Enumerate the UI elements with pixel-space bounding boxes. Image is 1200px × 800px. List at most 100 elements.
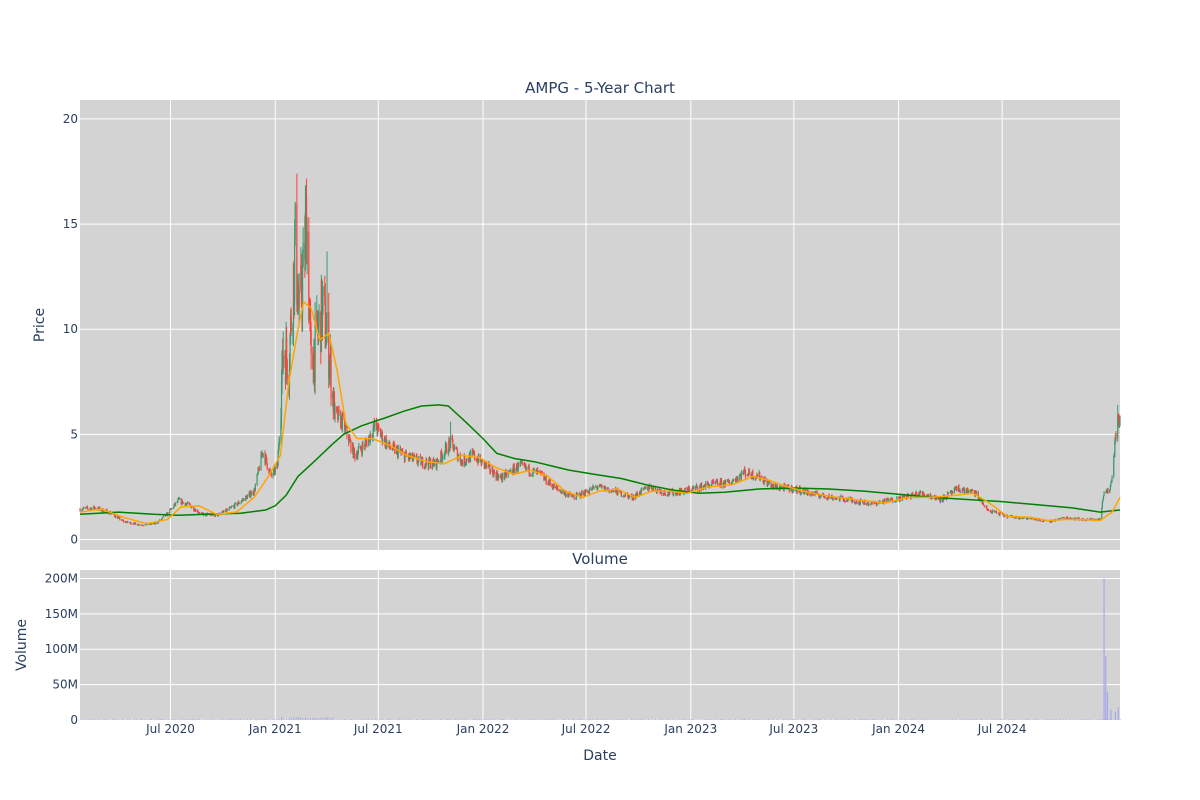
volume-bar	[614, 719, 616, 720]
candle-body	[965, 489, 967, 494]
candle-body	[126, 522, 128, 523]
volume-bar	[205, 719, 207, 720]
volume-bar	[719, 719, 721, 720]
candle-body	[649, 485, 651, 489]
candle-body	[808, 492, 810, 496]
volume-bar	[222, 719, 224, 720]
volume-bar	[426, 719, 428, 720]
candle-body	[324, 297, 326, 348]
candle-body	[800, 492, 802, 494]
price-y-tick-label: 0	[70, 532, 78, 546]
volume-bar	[1027, 718, 1029, 720]
candle-body	[412, 458, 414, 461]
volume-bar	[190, 719, 192, 720]
candle-body	[282, 355, 284, 370]
candle-body	[870, 502, 872, 505]
volume-bar	[791, 719, 793, 720]
candle-body	[309, 313, 312, 331]
volume-bar	[728, 719, 730, 720]
volume-bar	[789, 719, 791, 720]
volume-bar	[193, 718, 195, 720]
volume-bar	[147, 719, 149, 720]
candle-body	[238, 501, 240, 504]
volume-bar	[663, 719, 665, 720]
volume-bar	[424, 719, 426, 720]
date-tick-label: Jul 2022	[561, 722, 611, 736]
volume-bar	[187, 719, 189, 720]
candle-body	[370, 433, 372, 439]
volume-bar	[841, 719, 843, 720]
candle-body	[157, 522, 159, 524]
candle-body	[998, 513, 1000, 515]
volume-bar	[979, 719, 981, 720]
candle-body	[269, 469, 271, 472]
candle-body	[500, 475, 502, 479]
volume-bar	[448, 719, 450, 720]
volume-bar	[868, 719, 870, 720]
candle-body	[563, 492, 566, 495]
candle-body	[316, 311, 318, 329]
volume-bar	[718, 719, 720, 720]
volume-y-tick-label: 0	[70, 713, 78, 727]
candle-body	[448, 440, 451, 443]
volume-bar	[81, 719, 83, 720]
candle-body	[257, 473, 259, 475]
volume-bar	[287, 719, 289, 720]
volume-bar	[151, 718, 153, 720]
candle-body	[852, 499, 854, 502]
candle-body	[664, 493, 666, 496]
candle-body	[449, 436, 452, 448]
candle-body	[341, 415, 344, 429]
volume-bar	[214, 719, 216, 720]
candle-body	[254, 484, 256, 491]
volume-bar	[730, 719, 732, 720]
volume-bar	[438, 719, 440, 720]
candle-body	[792, 491, 794, 493]
price-plot-area	[80, 100, 1120, 550]
candle-body	[596, 486, 598, 489]
candle-body	[666, 495, 669, 497]
candle-body	[444, 444, 447, 452]
candle-body	[513, 466, 515, 473]
candle-body	[712, 480, 715, 483]
candle-body	[432, 459, 435, 462]
candle-body	[155, 523, 157, 525]
volume-bar	[829, 719, 831, 720]
volume-bar	[1110, 709, 1112, 720]
candle-body	[685, 487, 687, 491]
candle-body	[826, 497, 828, 499]
volume-bar	[465, 719, 467, 720]
volume-bar	[579, 719, 581, 720]
candle-body	[973, 490, 975, 494]
volume-bar	[996, 719, 998, 720]
volume-bar	[873, 718, 875, 720]
candle-body	[517, 469, 519, 471]
candle-body	[489, 471, 492, 473]
candle-body	[940, 497, 942, 502]
volume-bar	[149, 719, 151, 720]
volume-bar	[533, 719, 535, 720]
candle-body	[523, 462, 525, 465]
volume-bar	[769, 718, 771, 720]
candle-body	[457, 454, 460, 457]
volume-bar	[221, 719, 223, 720]
candle-body	[348, 437, 350, 443]
candle-body	[481, 459, 483, 465]
volume-bar	[994, 719, 996, 720]
volume-bar	[115, 719, 117, 720]
candle-body	[948, 492, 950, 494]
candle-body	[334, 406, 336, 420]
volume-bar	[537, 719, 539, 720]
candle-body	[959, 489, 961, 493]
candle-body	[399, 448, 402, 453]
candle-body	[266, 463, 268, 469]
volume-bar	[824, 719, 826, 720]
candle-body	[325, 330, 328, 346]
volume-bar	[291, 718, 293, 720]
volume-bar	[369, 719, 371, 720]
candle-body	[731, 482, 733, 485]
volume-bar	[899, 719, 901, 720]
candle-body	[377, 424, 379, 434]
volume-bar	[282, 718, 284, 720]
candle-body	[393, 443, 395, 445]
